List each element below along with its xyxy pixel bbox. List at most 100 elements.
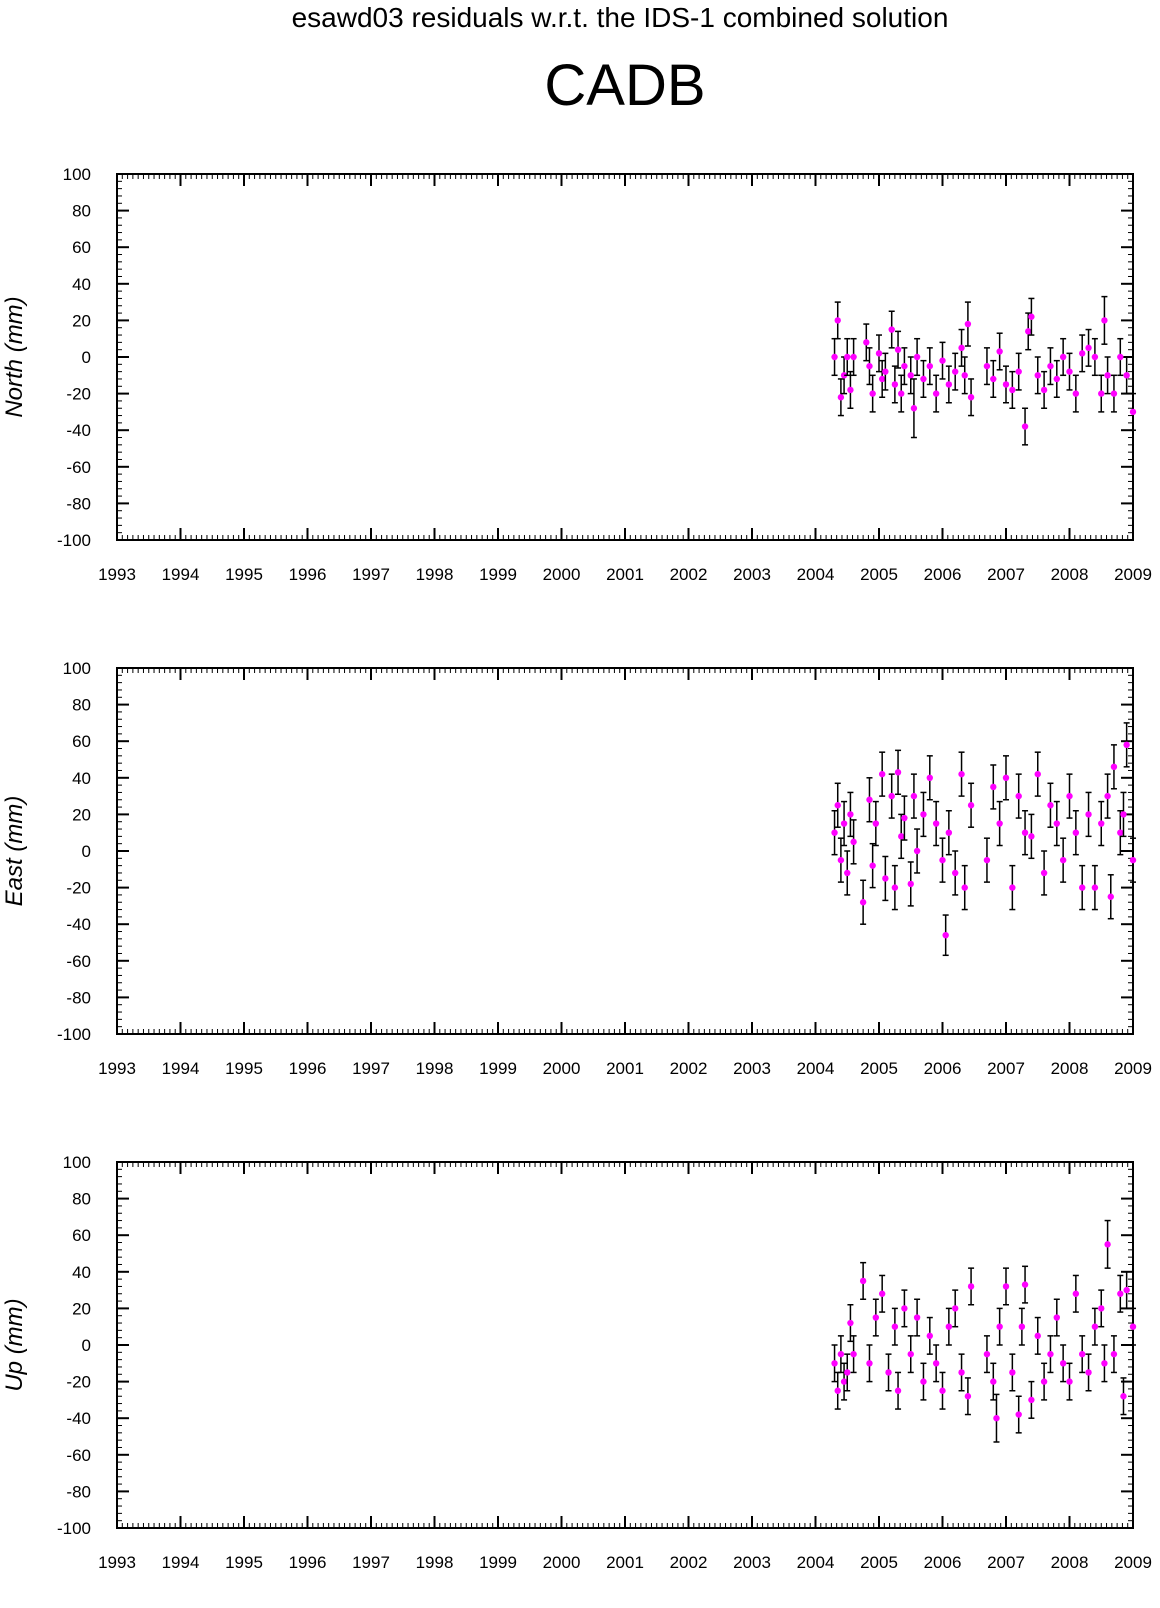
data-point — [1002, 381, 1010, 388]
data-point — [1040, 869, 1048, 877]
data-point — [875, 350, 883, 357]
y-tick-label: 80 — [72, 202, 91, 221]
x-tick-label: 2005 — [860, 1553, 898, 1572]
data-point — [1066, 792, 1073, 800]
x-tick-label: 2007 — [987, 565, 1025, 584]
data-point — [907, 880, 914, 888]
data-point — [891, 1323, 899, 1330]
data-point — [1059, 1360, 1067, 1367]
data-point — [1053, 820, 1061, 827]
data-point — [920, 811, 927, 818]
y-tick-label: 100 — [63, 1153, 91, 1172]
data-point — [1009, 884, 1016, 891]
data-point — [1110, 1350, 1118, 1358]
data-point — [1047, 362, 1054, 370]
plot-frame — [116, 173, 1134, 541]
data-point — [1034, 770, 1041, 778]
data-point — [964, 1393, 972, 1400]
y-tick-label: -40 — [66, 915, 91, 934]
y-tick-label: 0 — [82, 1336, 91, 1355]
data-point — [1101, 1360, 1108, 1367]
data-point — [958, 1369, 965, 1376]
data-point — [1098, 390, 1105, 397]
data-point — [1072, 829, 1080, 836]
data-point — [996, 1323, 1003, 1330]
data-point — [932, 1360, 940, 1367]
x-tick-label: 2001 — [606, 565, 644, 584]
data-point — [844, 1369, 851, 1376]
data-point — [863, 339, 870, 346]
data-point — [1085, 344, 1092, 352]
data-point — [1040, 1378, 1048, 1385]
data-point — [990, 1378, 997, 1385]
y-tick-label: 60 — [72, 1226, 91, 1245]
data-point — [1059, 353, 1067, 361]
data-point — [869, 390, 876, 397]
x-tick-label: 1993 — [98, 565, 136, 584]
x-tick-label: 2005 — [860, 565, 898, 584]
x-tick-label: 2004 — [797, 1553, 835, 1572]
data-point — [834, 1387, 841, 1394]
x-tick-label: 2008 — [1051, 565, 1089, 584]
data-point — [932, 390, 940, 397]
data-point — [866, 1360, 873, 1367]
east-panel: 1993 1994 1995 1996 1997 1998 1999 2000 2001 2002… — [1, 659, 1152, 1078]
x-tick-label: 1994 — [162, 1553, 200, 1572]
data-point — [1002, 774, 1010, 781]
data-point — [1079, 1350, 1086, 1358]
y-tick-label: -40 — [66, 421, 91, 440]
data-point — [844, 353, 851, 361]
y-tick-label: 80 — [72, 1190, 91, 1209]
data-point — [872, 1314, 880, 1321]
data-point — [907, 372, 914, 379]
data-point — [939, 357, 946, 364]
y-tick-label: 0 — [82, 348, 91, 367]
x-tick-label: 2009 — [1114, 1553, 1152, 1572]
data-point — [958, 770, 965, 778]
data-point — [844, 869, 851, 877]
y-tick-label: -100 — [57, 1519, 91, 1538]
data-point — [964, 320, 972, 328]
x-tick-label: 1993 — [98, 1553, 136, 1572]
data-point — [1021, 1281, 1029, 1288]
y-tick-label: -80 — [66, 988, 91, 1007]
data-point — [1129, 408, 1137, 416]
data-point — [1107, 893, 1114, 900]
data-point — [1072, 390, 1080, 397]
data-point — [1034, 372, 1041, 379]
y-tick-label: 40 — [72, 275, 91, 294]
data-point — [1028, 313, 1035, 320]
data-point — [1079, 350, 1086, 357]
data-point — [1129, 1323, 1137, 1330]
data-point — [990, 375, 997, 383]
data-point — [1040, 386, 1048, 394]
data-point — [1053, 375, 1061, 383]
data-point — [878, 770, 886, 778]
y-axis-label: East (mm) — [1, 796, 28, 907]
y-tick-label: -20 — [66, 1373, 91, 1392]
data-point — [850, 838, 857, 846]
data-point — [961, 372, 968, 379]
data-point — [1129, 856, 1137, 864]
x-tick-label: 1993 — [98, 1059, 136, 1078]
data-point — [1002, 1283, 1010, 1290]
data-point — [945, 1323, 953, 1330]
x-tick-label: 1999 — [479, 1059, 517, 1078]
data-point — [967, 1283, 975, 1290]
data-point — [882, 875, 889, 882]
data-point — [961, 884, 968, 891]
data-point — [942, 931, 949, 939]
data-point — [831, 1360, 838, 1367]
data-point — [913, 353, 921, 361]
x-tick-label: 2008 — [1051, 1059, 1089, 1078]
x-tick-label: 1995 — [225, 1553, 263, 1572]
plot-frame — [116, 1161, 1134, 1529]
x-tick-label: 1997 — [352, 565, 390, 584]
data-point — [847, 1319, 854, 1327]
data-point — [891, 884, 899, 891]
x-tick-label: 2003 — [733, 1553, 771, 1572]
data-point — [901, 814, 908, 822]
data-point — [888, 792, 895, 800]
x-tick-label: 2003 — [733, 565, 771, 584]
data-point — [859, 899, 867, 906]
